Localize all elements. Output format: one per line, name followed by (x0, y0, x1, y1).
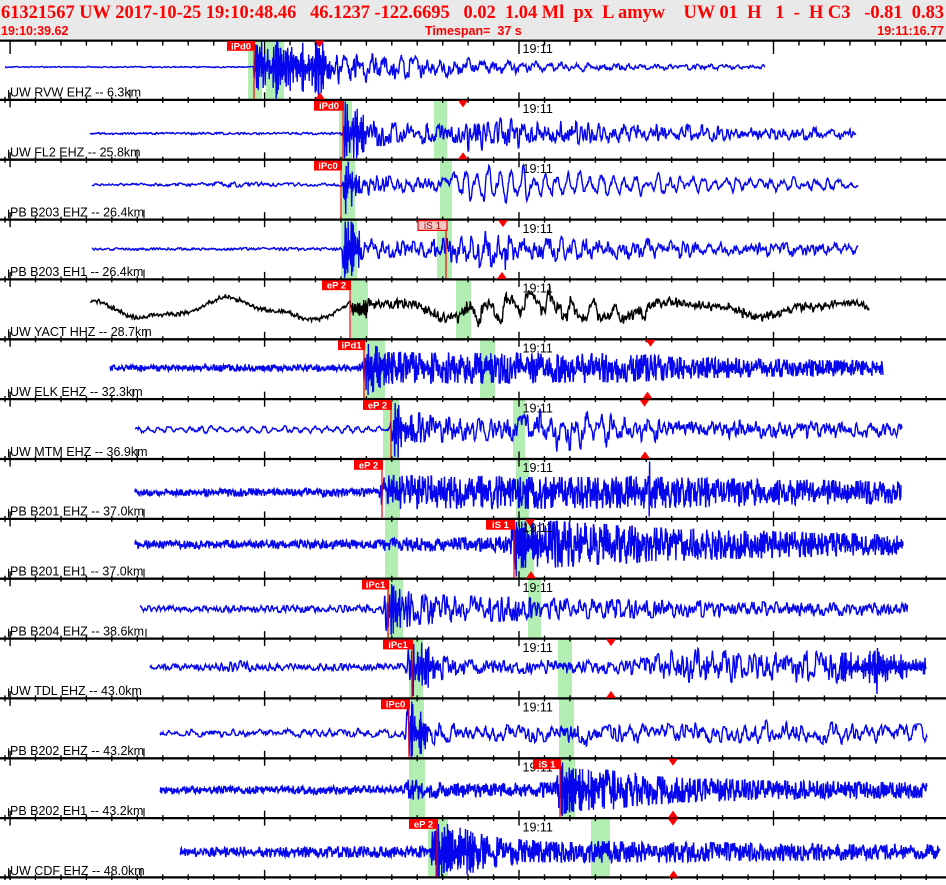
svg-text:19:11: 19:11 (523, 102, 553, 116)
svg-text:Timespan= 37 s: Timespan= 37 s (425, 24, 522, 38)
svg-text:UW TDL EHZ -- 43.0km: UW TDL EHZ -- 43.0km (10, 684, 142, 698)
svg-text:19:11: 19:11 (523, 342, 553, 356)
svg-text:eP 2: eP 2 (359, 460, 378, 471)
svg-text:iS 1: iS 1 (424, 221, 442, 232)
svg-text:19:11: 19:11 (523, 521, 553, 535)
svg-text:PB B202 EH1 -- 43.2km: PB B202 EH1 -- 43.2km (10, 804, 143, 818)
svg-text:19:11: 19:11 (523, 701, 553, 715)
svg-text:iPc0: iPc0 (318, 161, 338, 172)
svg-text:19:11: 19:11 (523, 42, 553, 56)
svg-text:19:11: 19:11 (523, 641, 553, 655)
svg-text:19:11: 19:11 (523, 461, 553, 475)
svg-text:19:11: 19:11 (523, 581, 553, 595)
svg-text:PB B201 EH1 -- 37.0km: PB B201 EH1 -- 37.0km (10, 565, 143, 579)
svg-text:UW RVW EHZ -- 6.3km: UW RVW EHZ -- 6.3km (10, 86, 141, 100)
svg-text:PB B203 EH1 -- 26.4km: PB B203 EH1 -- 26.4km (10, 265, 143, 279)
svg-text:19:11: 19:11 (523, 222, 553, 236)
svg-text:UW FL2 EHZ -- 25.8km: UW FL2 EHZ -- 25.8km (10, 146, 141, 160)
svg-text:eP 2: eP 2 (327, 281, 346, 292)
svg-text:PB B204 EHZ -- 38.6km: PB B204 EHZ -- 38.6km (10, 624, 144, 638)
svg-text:PB B203 EHZ -- 26.4km: PB B203 EHZ -- 26.4km (10, 205, 144, 219)
svg-text:19:11: 19:11 (523, 282, 553, 296)
svg-text:eP 2: eP 2 (368, 400, 387, 411)
svg-text:UW CDF EHZ -- 48.0km: UW CDF EHZ -- 48.0km (10, 864, 145, 878)
svg-text:19:11: 19:11 (523, 401, 553, 415)
svg-text:iPd0: iPd0 (319, 101, 339, 112)
svg-text:PB B201 EHZ -- 37.0km: PB B201 EHZ -- 37.0km (10, 505, 144, 519)
svg-text:19:11:16.77: 19:11:16.77 (877, 24, 944, 38)
svg-text:19:11: 19:11 (523, 162, 553, 176)
svg-text:19:11: 19:11 (523, 820, 553, 834)
svg-text:61321567 UW 2017-10-25 19:10:4: 61321567 UW 2017-10-25 19:10:48.46 46.12… (1, 2, 944, 23)
svg-text:iPc0: iPc0 (386, 700, 406, 711)
svg-text:iPd0: iPd0 (231, 41, 251, 52)
svg-text:UW YACT HHZ -- 28.7km: UW YACT HHZ -- 28.7km (10, 325, 152, 339)
svg-text:iPc1: iPc1 (366, 580, 386, 591)
svg-text:UW MTM EHZ -- 36.9km: UW MTM EHZ -- 36.9km (10, 445, 148, 459)
svg-text:PB B202 EHZ -- 43.2km: PB B202 EHZ -- 43.2km (10, 744, 144, 758)
svg-text:iPc1: iPc1 (388, 640, 408, 651)
svg-text:iPd1: iPd1 (341, 341, 362, 352)
svg-text:eP 2: eP 2 (414, 819, 433, 830)
svg-text:UW ELK EHZ -- 32.3km: UW ELK EHZ -- 32.3km (10, 385, 143, 399)
svg-text:19:10:39.62: 19:10:39.62 (1, 24, 68, 38)
svg-text:iS 1: iS 1 (539, 760, 557, 771)
svg-text:iS 1: iS 1 (492, 520, 510, 531)
